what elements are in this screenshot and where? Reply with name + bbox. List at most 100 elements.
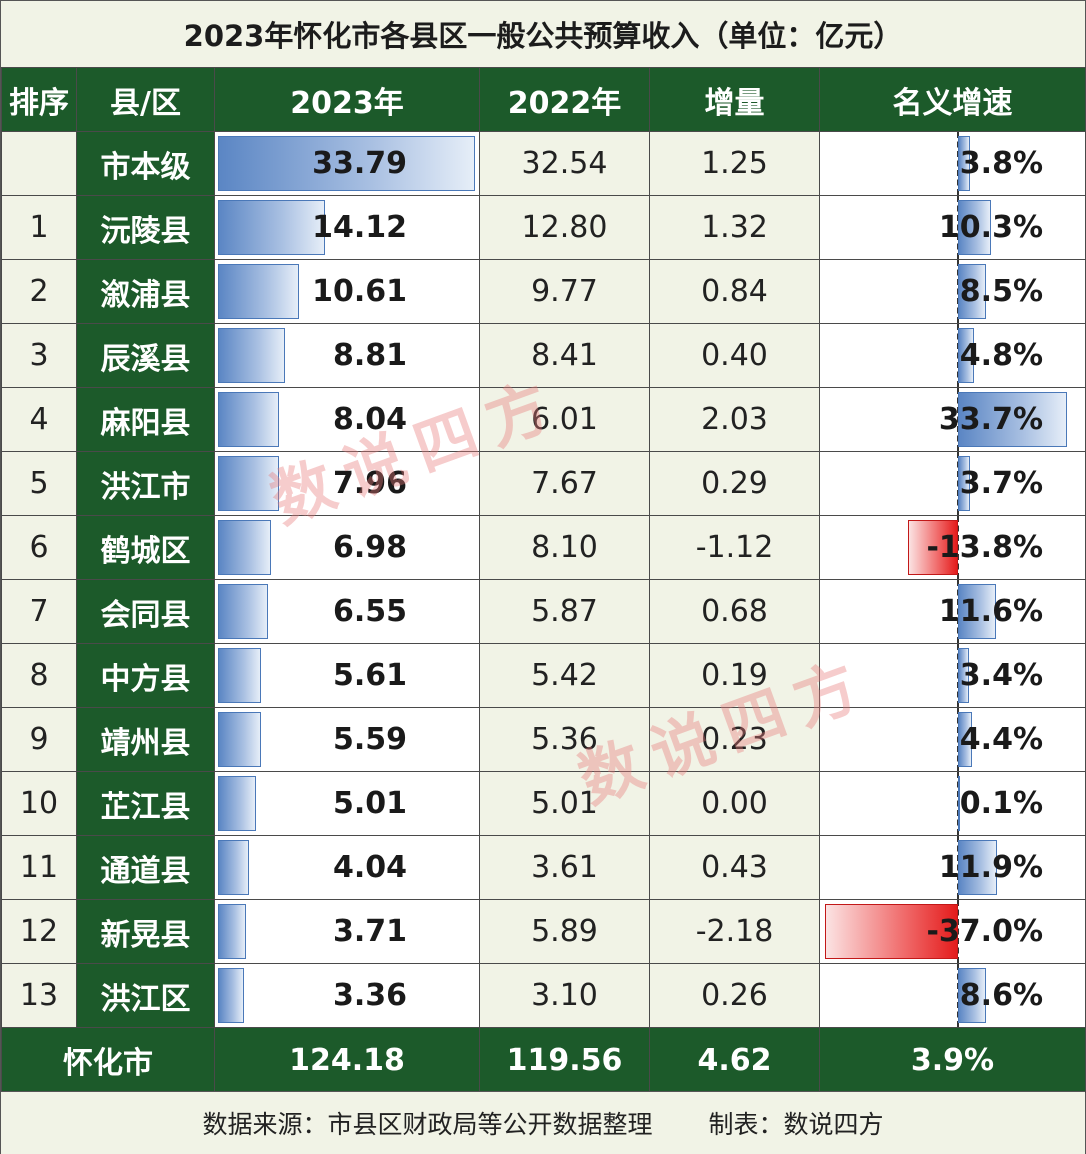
value-2023-label: 5.61 (332, 658, 407, 693)
region-name: 鹤城区 (76, 515, 215, 580)
rank-cell: 10 (1, 771, 77, 836)
increase-cell: 0.29 (649, 451, 820, 516)
value-2023-cell: 6.55 (214, 579, 480, 644)
increase-cell: -1.12 (649, 515, 820, 580)
table-row: 10 芷江县 5.01 5.01 0.00 0.1% (1, 771, 1086, 836)
growth-cell: 4.8% (819, 323, 1086, 388)
growth-cell: 0.1% (819, 771, 1086, 836)
table-row: 3 辰溪县 8.81 8.41 0.40 4.8% (1, 323, 1086, 388)
growth-label: 11.9% (938, 850, 1043, 885)
header-2023: 2023年 (214, 67, 480, 132)
revenue-2023-bar (218, 648, 261, 703)
header-growth: 名义增速 (819, 67, 1086, 132)
revenue-2023-bar (218, 264, 299, 319)
increase-cell: 0.84 (649, 259, 820, 324)
growth-cell: -13.8% (819, 515, 1086, 580)
revenue-2023-bar (218, 392, 280, 447)
revenue-2023-bar (218, 200, 326, 255)
revenue-2023-bar (218, 968, 244, 1023)
revenue-2023-bar (218, 328, 285, 383)
increase-cell: -2.18 (649, 899, 820, 964)
value-2023-label: 8.04 (332, 402, 407, 437)
revenue-2023-bar (218, 456, 279, 511)
value-2023-cell: 5.61 (214, 643, 480, 708)
growth-label: -13.8% (926, 530, 1043, 565)
growth-bar-positive (958, 136, 971, 191)
region-name: 靖州县 (76, 707, 215, 772)
growth-label: 3.8% (959, 146, 1043, 181)
revenue-table: 排序 县/区 2023年 2022年 增量 名义增速 市本级 33.79 32.54… (1, 67, 1086, 1093)
growth-label: 33.7% (938, 402, 1043, 437)
growth-label: 4.8% (959, 338, 1043, 373)
increase-cell: 2.03 (649, 387, 820, 452)
growth-label: 4.4% (959, 722, 1043, 757)
region-name: 中方县 (76, 643, 215, 708)
growth-cell: 4.4% (819, 707, 1086, 772)
region-name: 芷江县 (76, 771, 215, 836)
growth-bar-positive (958, 712, 973, 767)
growth-cell: 11.6% (819, 579, 1086, 644)
growth-label: 3.7% (959, 466, 1043, 501)
table-row: 9 靖州县 5.59 5.36 0.23 4.4% (1, 707, 1086, 772)
value-2022-cell: 9.77 (479, 259, 650, 324)
value-2022-cell: 5.36 (479, 707, 650, 772)
increase-cell: 0.26 (649, 963, 820, 1028)
rank-cell (1, 131, 77, 196)
increase-cell: 1.32 (649, 195, 820, 260)
growth-label: 0.1% (959, 786, 1043, 821)
value-2023-cell: 3.36 (214, 963, 480, 1028)
value-2023-cell: 6.98 (214, 515, 480, 580)
growth-bar-positive (958, 328, 974, 383)
growth-bar-positive (958, 840, 997, 895)
rank-cell: 9 (1, 707, 77, 772)
value-2023-cell: 4.04 (214, 835, 480, 900)
value-2023-cell: 8.04 (214, 387, 480, 452)
growth-cell: 10.3% (819, 195, 1086, 260)
value-2022-cell: 32.54 (479, 131, 650, 196)
value-2022-cell: 8.41 (479, 323, 650, 388)
table-row: 13 洪江区 3.36 3.10 0.26 8.6% (1, 963, 1086, 1028)
table-row: 4 麻阳县 8.04 6.01 2.03 33.7% (1, 387, 1086, 452)
value-2022-cell: 5.87 (479, 579, 650, 644)
header-increase: 增量 (649, 67, 820, 132)
value-2023-label: 3.36 (332, 978, 407, 1013)
region-name: 洪江区 (76, 963, 215, 1028)
table-row: 6 鹤城区 6.98 8.10 -1.12 -13.8% (1, 515, 1086, 580)
increase-cell: 0.00 (649, 771, 820, 836)
total-name: 怀化市 (1, 1027, 215, 1093)
increase-cell: 0.23 (649, 707, 820, 772)
value-2023-label: 7.96 (332, 466, 407, 501)
total-increase: 4.62 (649, 1027, 820, 1093)
increase-cell: 0.68 (649, 579, 820, 644)
region-name: 会同县 (76, 579, 215, 644)
value-2023-cell: 14.12 (214, 195, 480, 260)
growth-bar-positive (958, 200, 992, 255)
growth-label: 8.5% (959, 274, 1043, 309)
value-2023-label: 33.79 (312, 146, 407, 181)
region-name: 通道县 (76, 835, 215, 900)
total-2023: 124.18 (214, 1027, 480, 1093)
growth-cell: 3.4% (819, 643, 1086, 708)
growth-bar-positive (958, 968, 986, 1023)
rank-cell: 3 (1, 323, 77, 388)
increase-cell: 0.43 (649, 835, 820, 900)
region-name: 辰溪县 (76, 323, 215, 388)
table-footer: 数据来源：市县区财政局等公开数据整理 制表：数说四方 (1, 1091, 1085, 1154)
value-2022-cell: 7.67 (479, 451, 650, 516)
total-row: 怀化市 124.18 119.56 4.62 3.9% (1, 1027, 1086, 1093)
value-2022-cell: 3.10 (479, 963, 650, 1028)
table-title: 2023年怀化市各县区一般公共预算收入（单位：亿元） (1, 1, 1085, 68)
growth-bar-negative (908, 520, 958, 575)
value-2023-cell: 10.61 (214, 259, 480, 324)
growth-bar-negative (825, 904, 958, 959)
growth-cell: 3.7% (819, 451, 1086, 516)
region-name: 麻阳县 (76, 387, 215, 452)
table-body: 市本级 33.79 32.54 1.25 3.8% 1 沅陵县 14.12 12.80 1.32 1… (1, 131, 1086, 1028)
value-2022-cell: 5.89 (479, 899, 650, 964)
table-row: 2 溆浦县 10.61 9.77 0.84 8.5% (1, 259, 1086, 324)
value-2023-label: 6.55 (332, 594, 407, 629)
rank-cell: 7 (1, 579, 77, 644)
growth-bar-positive (958, 264, 986, 319)
growth-zero-axis (957, 900, 959, 963)
